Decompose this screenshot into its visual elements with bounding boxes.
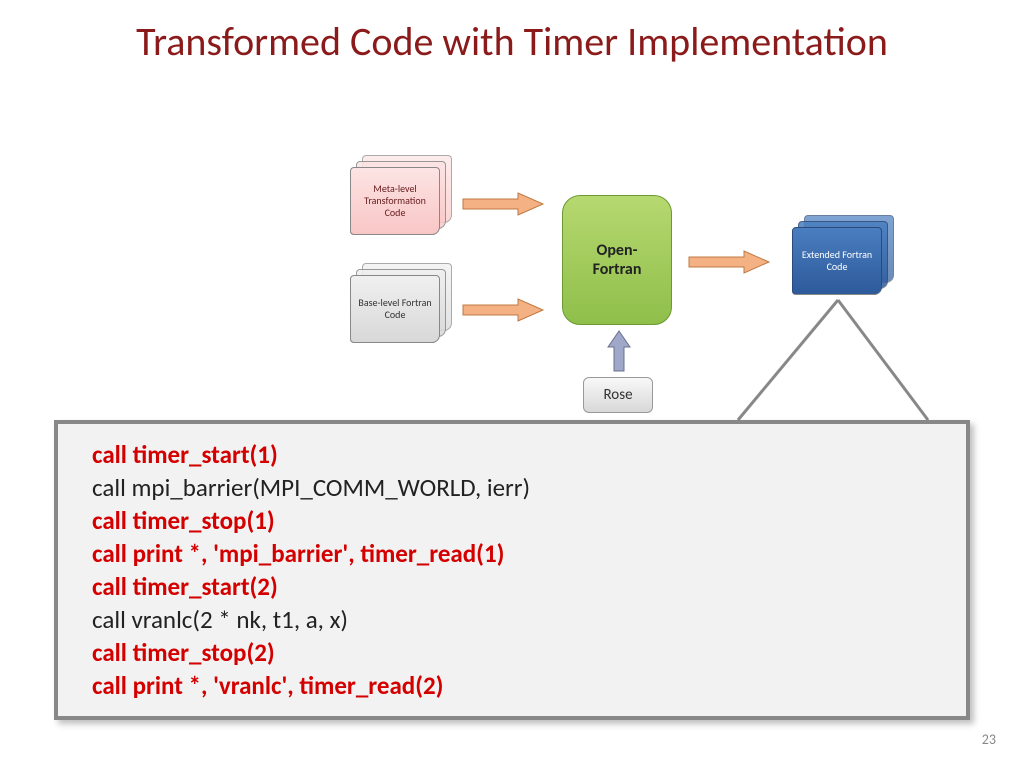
arrow-meta-to-central [458,189,548,219]
code-line: call timer_start(1) [92,438,932,471]
rose-label: Rose [603,386,632,404]
meta-doc-label: Meta-level Transformation Code [350,167,440,235]
base-doc-label: Base-level Fortran Code [350,275,440,343]
code-line: call timer_start(2) [92,570,932,603]
flow-diagram: Meta-level Transformation Code Base-leve… [340,155,960,415]
code-line: call print *, 'mpi_barrier', timer_read(… [92,537,932,570]
arrow-central-to-ext [684,247,774,277]
code-line: call timer_stop(2) [92,636,932,669]
ext-doc-label: Extended Fortran Code [792,227,882,295]
code-line: call timer_stop(1) [92,504,932,537]
open-fortran-box: Open- Fortran [562,195,672,325]
rose-box: Rose [583,377,653,413]
code-box: call timer_start(1) call mpi_barrier(MPI… [54,420,970,720]
code-line: call mpi_barrier(MPI_COMM_WORLD, ierr) [92,471,932,504]
open-fortran-label: Open- Fortran [593,241,642,279]
arrow-rose-to-central [604,329,634,377]
callout-lines [730,295,950,435]
slide-title: Transformed Code with Timer Implementati… [0,0,1024,64]
arrow-base-to-central [458,295,548,325]
code-line: call print *, 'vranlc', timer_read(2) [92,669,932,702]
code-line: call vranlc(2 * nk, t1, a, x) [92,603,932,636]
page-number: 23 [982,731,996,748]
